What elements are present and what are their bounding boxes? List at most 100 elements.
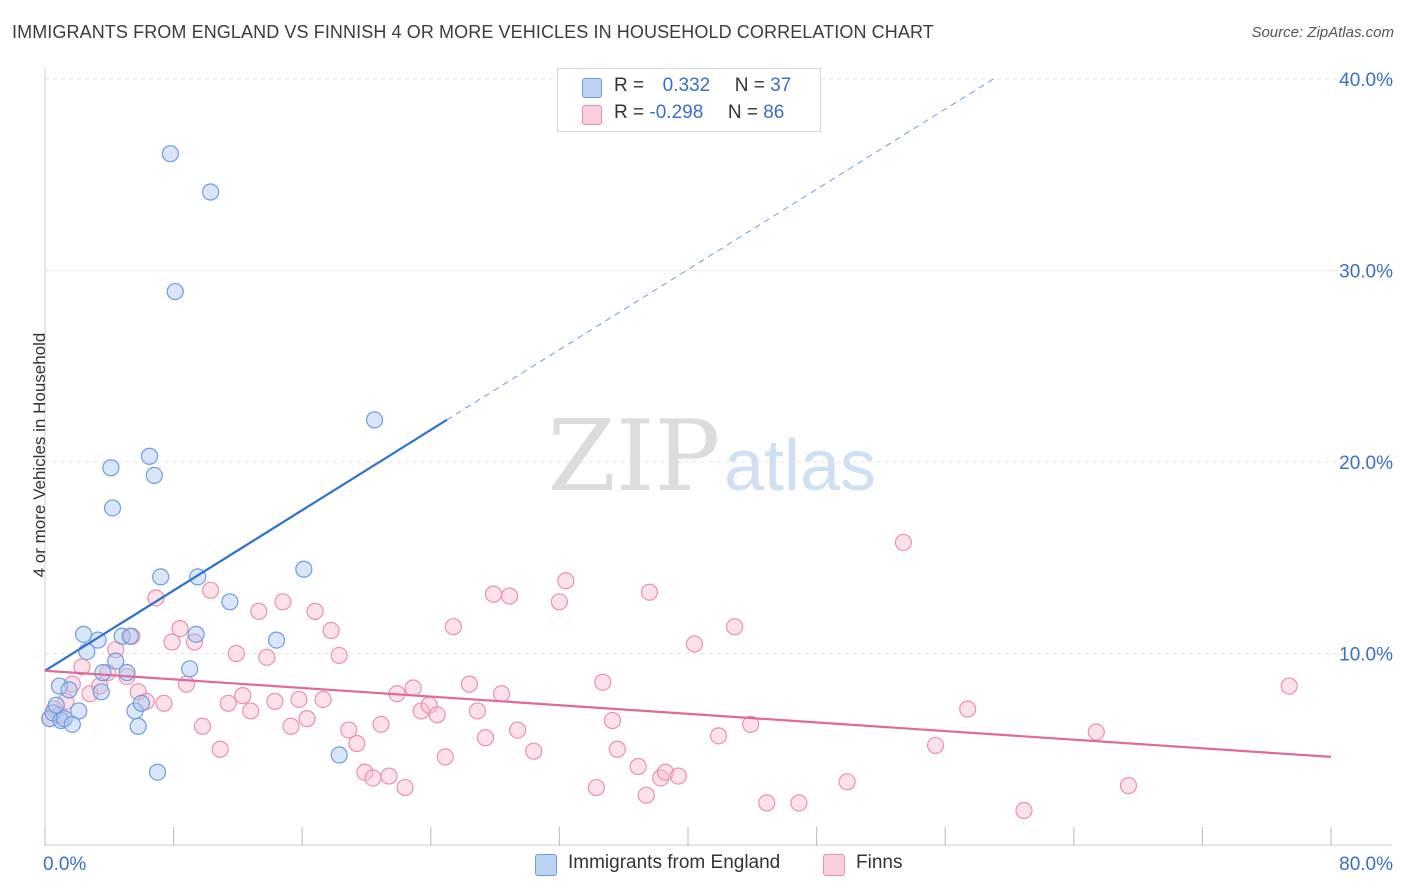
point-finns bbox=[177, 675, 196, 693]
point-finns bbox=[726, 618, 744, 636]
point-finns bbox=[282, 717, 300, 735]
point-finns bbox=[364, 769, 382, 787]
legend-n-label: N = bbox=[727, 102, 758, 123]
point-finns bbox=[594, 673, 612, 691]
point-finns bbox=[509, 721, 527, 739]
x-tick-label-min: 0.0% bbox=[43, 854, 86, 875]
point-immigrants-from-england bbox=[94, 664, 112, 682]
point-immigrants-from-england bbox=[70, 702, 88, 720]
point-finns bbox=[340, 721, 358, 739]
point-finns bbox=[163, 633, 181, 651]
legend-n-value-england: 37 bbox=[770, 75, 792, 96]
grid-lines bbox=[45, 78, 1392, 654]
point-finns bbox=[211, 740, 229, 758]
y-axis-label: 4 or more Vehicles in Household bbox=[30, 332, 49, 578]
point-immigrants-from-england bbox=[330, 746, 348, 764]
point-finns bbox=[656, 763, 675, 781]
point-finns bbox=[525, 742, 543, 760]
bottom-legend-label-england: Immigrants from England bbox=[568, 852, 781, 873]
point-finns bbox=[1015, 801, 1033, 820]
point-finns bbox=[557, 572, 575, 590]
point-finns bbox=[436, 748, 454, 766]
point-finns bbox=[1087, 723, 1105, 741]
point-finns bbox=[838, 773, 856, 791]
point-finns bbox=[476, 729, 495, 747]
point-finns bbox=[380, 767, 398, 785]
point-finns bbox=[742, 715, 760, 733]
point-finns bbox=[396, 778, 414, 797]
point-immigrants-from-england bbox=[132, 694, 151, 712]
point-finns bbox=[685, 635, 704, 653]
trend-line-england bbox=[44, 418, 448, 672]
point-immigrants-from-england bbox=[118, 664, 136, 682]
point-finns bbox=[322, 621, 340, 640]
trend-line-england-extrapolated bbox=[446, 78, 994, 421]
point-finns bbox=[372, 715, 390, 733]
point-finns bbox=[709, 727, 728, 745]
bottom-legend-swatch-finns bbox=[823, 854, 845, 876]
point-immigrants-from-england bbox=[145, 466, 163, 485]
point-finns bbox=[959, 700, 977, 718]
point-immigrants-from-england bbox=[92, 683, 110, 701]
point-finns bbox=[500, 587, 519, 605]
point-finns bbox=[155, 694, 173, 712]
point-finns bbox=[227, 644, 245, 663]
point-finns bbox=[640, 583, 659, 601]
point-finns bbox=[629, 757, 647, 776]
bottom-legend-swatch-england bbox=[535, 854, 557, 876]
point-finns bbox=[926, 736, 945, 755]
watermark-atlas: atlas bbox=[724, 426, 876, 506]
chart-source: Source: ZipAtlas.com bbox=[1251, 24, 1394, 41]
point-finns bbox=[242, 702, 260, 720]
point-immigrants-from-england bbox=[129, 717, 147, 735]
point-finns bbox=[266, 692, 284, 710]
watermark: ZIP atlas bbox=[548, 400, 876, 514]
legend-n-label: N = bbox=[734, 75, 765, 96]
point-finns bbox=[1280, 677, 1298, 695]
point-finns bbox=[484, 585, 503, 603]
trend-line-finns bbox=[44, 669, 1332, 759]
point-immigrants-from-england bbox=[295, 560, 313, 578]
point-immigrants-from-england bbox=[267, 631, 286, 649]
point-immigrants-from-england bbox=[102, 459, 120, 477]
point-finns bbox=[298, 710, 316, 728]
point-immigrants-from-england bbox=[221, 593, 239, 611]
point-finns bbox=[550, 593, 569, 611]
watermark-zip: ZIP bbox=[548, 400, 721, 514]
point-finns bbox=[73, 658, 91, 676]
point-finns bbox=[404, 679, 422, 697]
point-immigrants-from-england bbox=[74, 625, 93, 643]
point-immigrants-from-england bbox=[140, 447, 159, 465]
legend-r-label: R = bbox=[614, 75, 645, 96]
point-finns bbox=[492, 685, 511, 703]
point-finns bbox=[250, 602, 268, 620]
point-immigrants-from-england bbox=[121, 627, 139, 645]
point-finns bbox=[306, 602, 324, 620]
point-finns bbox=[234, 687, 252, 705]
point-finns bbox=[290, 690, 308, 709]
point-finns bbox=[428, 706, 446, 724]
y-tick-label: 40.0% bbox=[1339, 70, 1393, 91]
point-finns bbox=[1119, 777, 1138, 795]
point-finns bbox=[637, 786, 655, 804]
legend-r-label: R = bbox=[614, 102, 645, 123]
y-tick-label: 30.0% bbox=[1339, 262, 1393, 283]
point-immigrants-from-england bbox=[47, 696, 65, 714]
point-immigrants-from-england bbox=[152, 568, 170, 586]
point-finns bbox=[258, 648, 276, 666]
point-finns bbox=[894, 533, 913, 552]
point-immigrants-from-england bbox=[365, 411, 384, 429]
correlation-legend: R = 0.332 N = 37 R = -0.298 N = 86 bbox=[557, 68, 821, 132]
point-finns bbox=[330, 646, 348, 665]
point-finns bbox=[468, 702, 487, 720]
point-finns bbox=[201, 581, 220, 599]
point-immigrants-from-england bbox=[50, 677, 69, 695]
point-finns bbox=[348, 734, 366, 753]
point-finns bbox=[193, 717, 212, 735]
point-finns bbox=[460, 675, 478, 693]
point-immigrants-from-england bbox=[187, 625, 205, 643]
x-tick-label-max: 80.0% bbox=[1339, 854, 1393, 875]
chart-title: IMMIGRANTS FROM ENGLAND VS FINNISH 4 OR … bbox=[12, 22, 934, 42]
bottom-legend-label-finns: Finns bbox=[856, 852, 903, 873]
